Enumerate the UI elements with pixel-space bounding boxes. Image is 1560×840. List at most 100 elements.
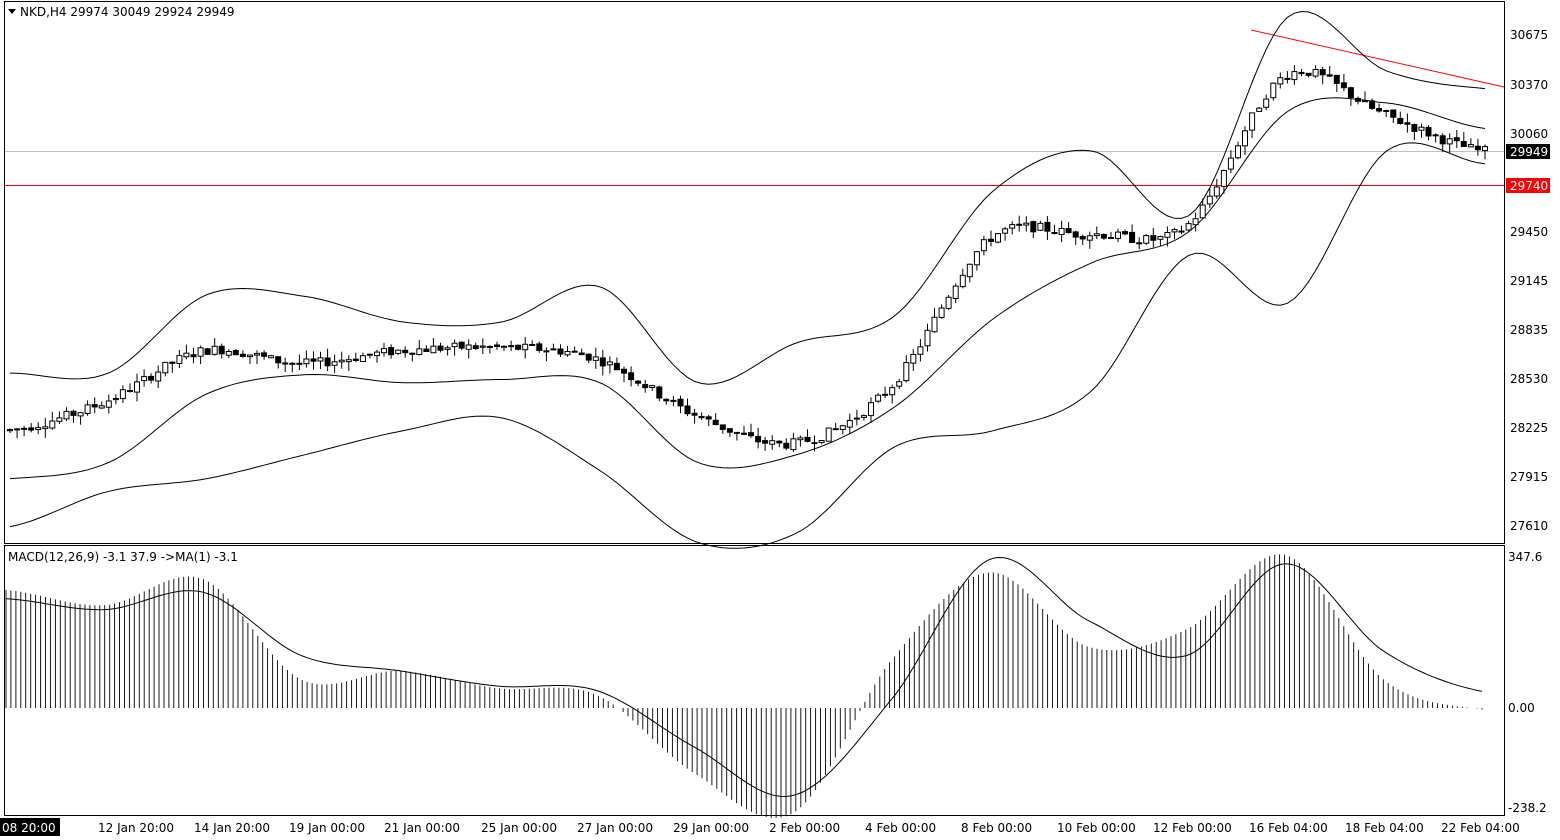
bull-candle <box>479 345 486 348</box>
bull-candle <box>374 351 380 357</box>
resistance-trendline[interactable] <box>1250 29 1505 88</box>
bear-candle <box>1178 230 1185 233</box>
bear-candle <box>388 347 395 356</box>
bear-candle <box>755 435 762 443</box>
bear-candle <box>91 404 98 408</box>
bear-candle <box>642 384 649 389</box>
time-label: 4 Feb 00:00 <box>865 821 936 835</box>
bear-candle <box>719 424 726 430</box>
bull-candle <box>1235 145 1241 159</box>
price-tick: 30060 <box>1510 127 1548 141</box>
time-label: 29 Jan 00:00 <box>673 821 749 835</box>
bull-candle <box>14 428 21 431</box>
bear-candle <box>494 344 500 347</box>
bear-candle <box>733 431 740 434</box>
bull-candle <box>1256 107 1263 112</box>
time-label: 25 Jan 00:00 <box>481 821 557 835</box>
bear-candle <box>275 356 282 364</box>
bear-candle <box>1298 71 1305 75</box>
macd-tick: 347.6 <box>1508 550 1542 564</box>
bull-candle <box>592 356 599 361</box>
bull-candle <box>860 415 867 418</box>
bull-candle <box>345 359 352 363</box>
bull-candle <box>818 440 825 443</box>
bear-candle <box>437 345 444 351</box>
bull-candle <box>1220 170 1227 187</box>
bull-candle <box>853 417 860 420</box>
bull-candle <box>1037 222 1044 231</box>
signal-line <box>5 556 1483 798</box>
current-price-label-bg <box>1506 144 1550 159</box>
bull-candle <box>1199 204 1206 219</box>
bear-candle <box>635 380 642 384</box>
bull-candle <box>197 347 204 357</box>
bear-candle <box>557 348 564 355</box>
bull-candle <box>846 419 853 428</box>
bear-candle <box>585 353 592 361</box>
bear-candle <box>310 358 317 362</box>
bull-candle <box>1009 224 1016 229</box>
bull-candle <box>1115 231 1121 239</box>
bull-candle <box>952 285 959 300</box>
bull-candle <box>896 381 903 387</box>
time-label: 19 Jan 00:00 <box>289 821 365 835</box>
bear-candle <box>1305 72 1312 76</box>
bull-candle <box>1467 144 1474 148</box>
bull-candle <box>486 346 493 348</box>
bull-candle <box>825 427 832 442</box>
bull-candle <box>924 329 931 347</box>
bull-candle <box>416 348 423 355</box>
bull-candle <box>550 348 557 351</box>
bull-candle <box>35 427 42 431</box>
bear-candle <box>698 416 705 419</box>
bear-candle <box>127 390 133 392</box>
bear-candle <box>501 345 507 348</box>
bear-candle <box>402 349 409 354</box>
bull-candle <box>395 349 402 354</box>
bull-candle <box>543 350 550 353</box>
bear-candle <box>289 362 296 365</box>
current-price-label: 29949 <box>1510 145 1548 159</box>
bear-candle <box>1425 126 1432 137</box>
bull-candle <box>995 233 1001 243</box>
bear-candle <box>804 436 811 442</box>
bull-candle <box>155 371 162 382</box>
bear-candle <box>282 362 289 365</box>
time-cursor-label: 08 20:00 <box>2 821 56 835</box>
bear-candle <box>352 358 359 362</box>
price-tick: 30675 <box>1510 28 1548 42</box>
bull-candle <box>917 346 924 355</box>
time-label: 2 Feb 00:00 <box>769 821 840 835</box>
bear-candle <box>1383 110 1390 112</box>
bull-candle <box>42 426 49 430</box>
bear-candle <box>1347 87 1354 98</box>
bull-candle <box>1192 218 1199 226</box>
time-cursor-label-bg <box>0 818 60 836</box>
bull-candle <box>670 399 677 402</box>
bull-candle <box>1482 146 1488 152</box>
bollinger-upper-line <box>9 10 1486 385</box>
bear-candle <box>1397 117 1404 125</box>
bear-candle <box>536 343 543 351</box>
macd-axis: 347.6 0.00 -238.2 <box>1508 550 1547 815</box>
price-tick: 29450 <box>1510 225 1548 239</box>
bear-candle <box>1122 231 1129 235</box>
price-tick: 30370 <box>1510 78 1548 92</box>
bull-candle <box>1023 222 1030 226</box>
time-label: 8 Feb 00:00 <box>961 821 1032 835</box>
bear-candle <box>726 428 733 433</box>
time-label: 10 Feb 00:00 <box>1057 821 1136 835</box>
bull-candle <box>868 402 874 417</box>
bull-candle <box>1164 232 1171 238</box>
bear-candle <box>148 375 155 381</box>
bear-candle <box>748 432 754 437</box>
bear-candle <box>1319 69 1326 76</box>
bull-candle <box>49 420 56 429</box>
time-label: 18 Feb 04:00 <box>1345 821 1424 835</box>
bull-candle <box>1206 195 1213 205</box>
bear-candle <box>218 345 225 355</box>
bull-candle <box>649 385 656 389</box>
collapse-triangle-icon[interactable] <box>8 9 16 14</box>
price-tick: 29145 <box>1510 274 1548 288</box>
